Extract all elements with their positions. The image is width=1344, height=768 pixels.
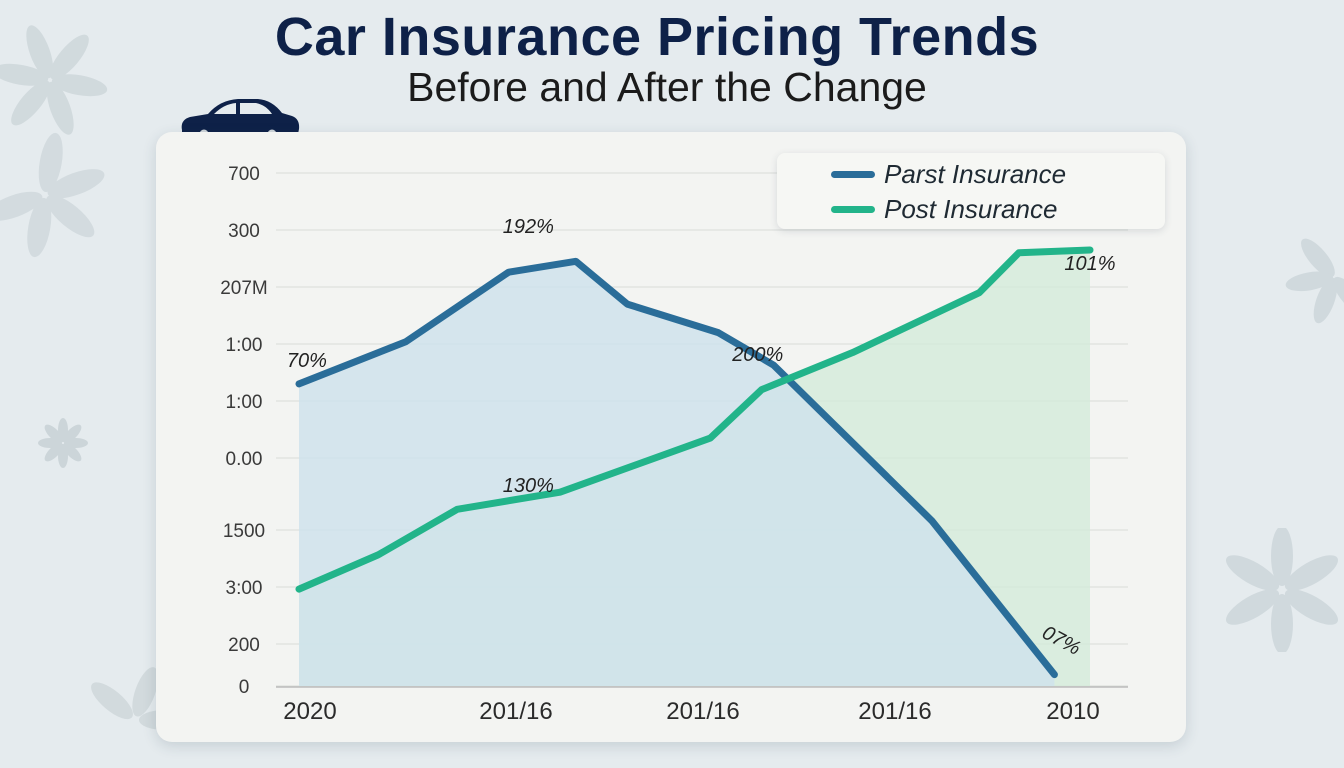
data-label: 200% <box>731 344 783 366</box>
y-tick-label: 1:00 <box>226 392 263 413</box>
x-tick-label: 2020 <box>283 698 336 725</box>
leaf-decoration-left <box>0 132 105 258</box>
y-tick-label: 700 <box>228 164 260 185</box>
flower-decoration-right <box>1225 528 1339 652</box>
y-tick-label: 0.00 <box>226 449 263 470</box>
y-tick-label: 300 <box>228 221 260 242</box>
data-label: 101% <box>1064 253 1115 275</box>
x-tick-label: 201/16 <box>479 698 552 725</box>
leaf-decoration-right <box>1285 238 1344 324</box>
legend-label-past: Parst Insurance <box>884 159 1067 189</box>
area-fill-past <box>299 261 1055 686</box>
y-tick-label: 1:00 <box>226 335 263 356</box>
x-tick-label: 2010 <box>1046 698 1099 725</box>
legend: Parst Insurance Post Insurance <box>777 153 1165 229</box>
y-tick-label: 1500 <box>223 521 265 542</box>
data-label: 130% <box>503 475 554 497</box>
y-tick-label: 0 <box>239 677 250 698</box>
chart-title: Car Insurance Pricing Trends <box>274 7 1040 67</box>
flower-decoration-left <box>38 418 88 468</box>
chart-subtitle: Before and After the Change <box>407 64 927 110</box>
legend-swatch-post <box>831 206 875 213</box>
y-tick-label: 200 <box>228 635 260 656</box>
legend-swatch-past <box>831 171 875 178</box>
x-tick-label: 201/16 <box>858 698 931 725</box>
data-label: 70% <box>287 350 327 372</box>
leaf-decoration-top-left <box>0 25 108 135</box>
legend-label-post: Post Insurance <box>884 194 1058 224</box>
data-label: 192% <box>503 216 554 238</box>
y-tick-label: 207M <box>220 278 268 299</box>
series-line-past <box>295 257 1058 679</box>
y-tick-label: 3:00 <box>226 578 263 599</box>
series-line-post <box>295 246 1094 593</box>
x-tick-label: 201/16 <box>666 698 739 725</box>
